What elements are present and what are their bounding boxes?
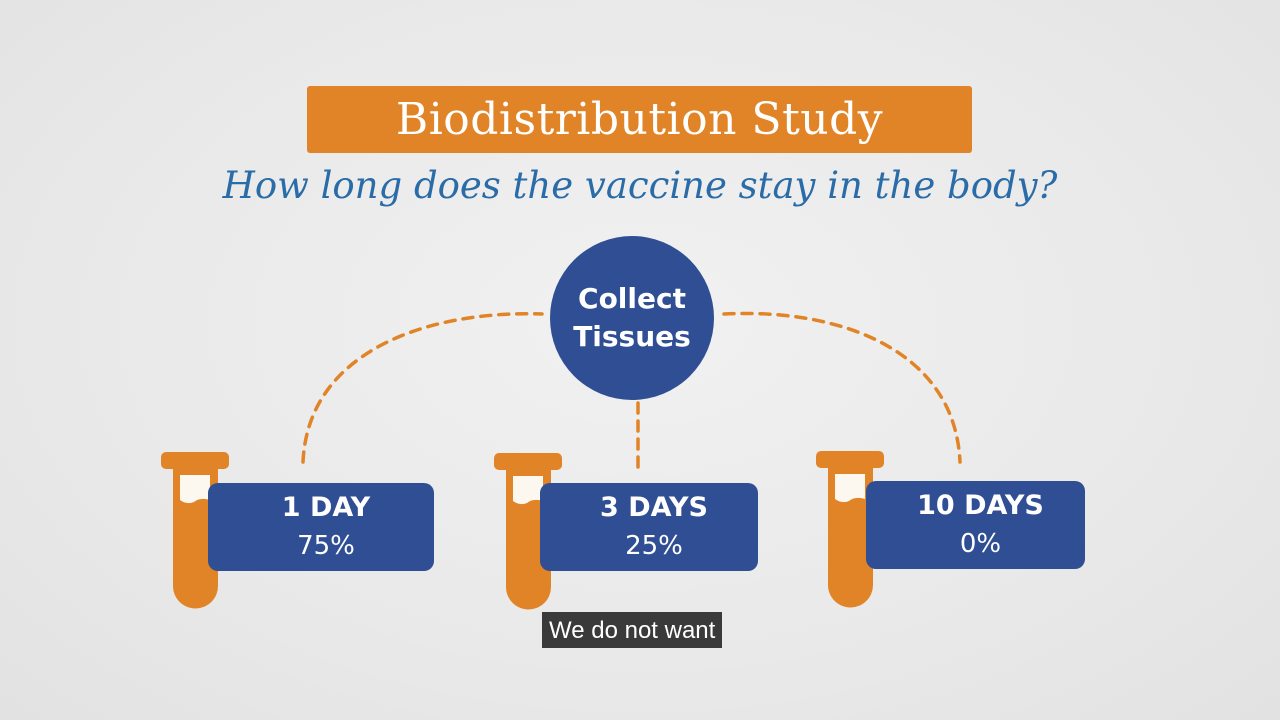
connector-left xyxy=(301,311,544,464)
collect-tissues-node xyxy=(550,236,714,400)
sample-duration: 1 DAY xyxy=(281,492,371,523)
title-banner: Biodistribution Study xyxy=(307,86,972,153)
sample-card-3-days: 3 DAYS 25% xyxy=(540,483,758,571)
sample-duration: 3 DAYS xyxy=(600,492,708,523)
sample-card-10-days: 10 DAYS 0% xyxy=(866,481,1085,569)
collect-tissues-line2: Tissues xyxy=(573,320,691,353)
page-title: Biodistribution Study xyxy=(395,94,884,145)
sample-percent: 75% xyxy=(297,531,355,561)
sample-card-1-day: 1 DAY 75% xyxy=(208,483,434,571)
sample-percent: 25% xyxy=(625,531,683,561)
sample-duration: 10 DAYS xyxy=(917,490,1044,521)
test-tube-icon xyxy=(816,451,884,608)
page-subtitle: How long does the vaccine stay in the bo… xyxy=(222,164,1058,207)
sample-percent: 0% xyxy=(959,529,1002,559)
connector-right xyxy=(722,311,962,464)
collect-tissues-label: Collect Tissues xyxy=(550,236,714,400)
video-caption: We do not want xyxy=(542,612,723,648)
collect-tissues-line1: Collect xyxy=(578,282,686,315)
